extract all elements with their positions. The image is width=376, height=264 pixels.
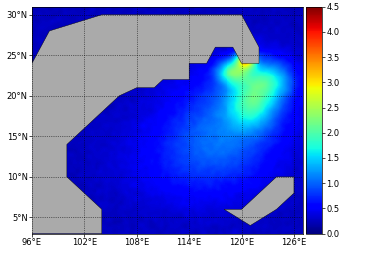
Polygon shape xyxy=(32,15,259,234)
Polygon shape xyxy=(224,177,294,225)
